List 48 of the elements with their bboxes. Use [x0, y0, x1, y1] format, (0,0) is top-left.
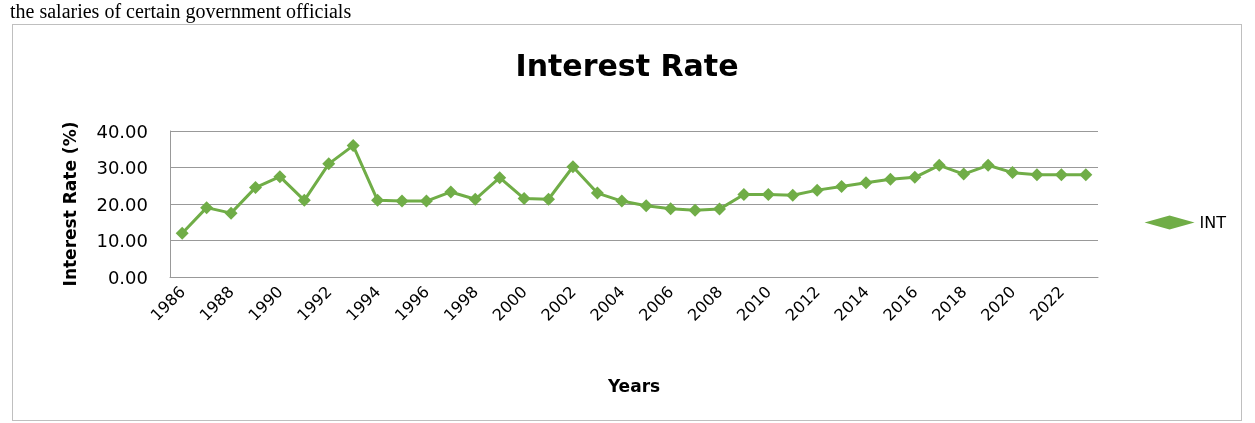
point — [639, 199, 653, 213]
point — [346, 139, 360, 153]
point — [688, 203, 702, 217]
point — [1054, 168, 1068, 182]
y-axis-title: Interest Rate (%) — [59, 121, 80, 287]
y-tick-label: 30.00 — [96, 157, 148, 178]
point — [224, 206, 238, 220]
point — [200, 201, 214, 215]
point — [883, 172, 897, 186]
point — [371, 193, 385, 207]
point — [590, 186, 604, 200]
point — [468, 192, 482, 206]
point — [175, 226, 189, 240]
point — [957, 167, 971, 181]
point — [419, 194, 433, 208]
point — [517, 192, 531, 206]
y-tick-label: 10.00 — [96, 230, 148, 251]
point — [493, 171, 507, 185]
point — [1030, 168, 1044, 182]
point — [859, 176, 873, 190]
point — [712, 202, 726, 216]
point — [248, 181, 262, 195]
point — [810, 183, 824, 197]
point — [737, 188, 751, 202]
point — [444, 185, 458, 199]
point — [1006, 166, 1020, 180]
point — [835, 179, 849, 193]
point — [395, 194, 409, 208]
chart-title: Interest Rate — [515, 47, 739, 83]
point — [615, 194, 629, 208]
point — [761, 188, 775, 202]
point — [297, 193, 311, 207]
point — [981, 158, 995, 172]
text: the salaries of certain government officials — [10, 0, 352, 22]
y-tick-label: 0.00 — [107, 266, 148, 288]
legend-label: INT — [1199, 213, 1227, 232]
y-tick-label: 20.00 — [96, 193, 148, 215]
point — [273, 170, 287, 184]
point — [542, 192, 556, 206]
point — [566, 160, 580, 174]
point — [908, 170, 922, 184]
point — [786, 188, 800, 202]
x-axis-title: Years — [606, 375, 661, 396]
point — [932, 158, 946, 172]
point — [664, 202, 678, 216]
point — [322, 157, 336, 171]
y-tick-label: 40.00 — [96, 120, 148, 142]
point — [1079, 168, 1093, 182]
